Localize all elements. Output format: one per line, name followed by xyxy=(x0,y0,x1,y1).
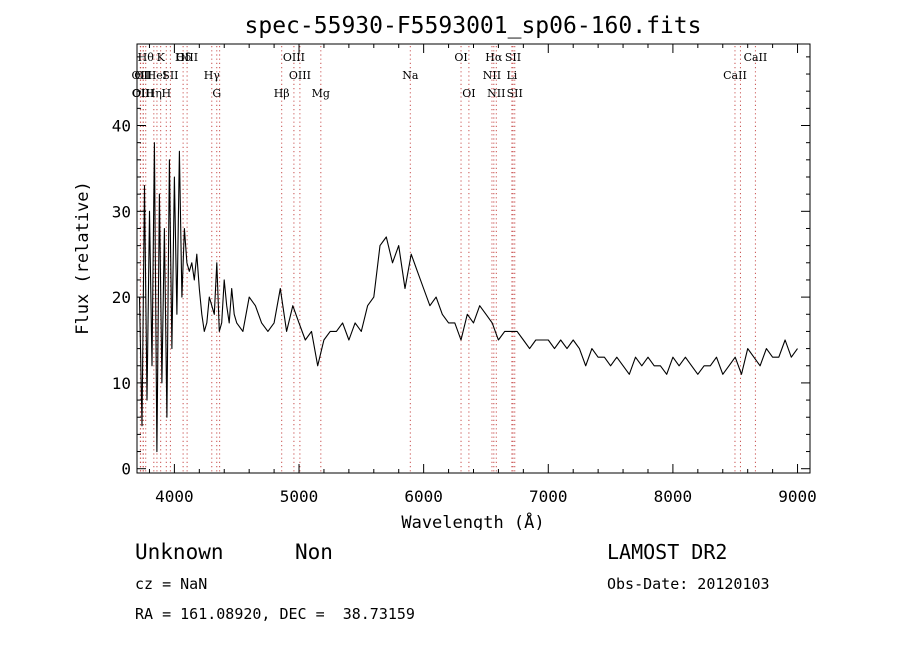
line-marker-label: OIII xyxy=(289,69,311,82)
line-marker-label: Hδ xyxy=(175,51,192,64)
line-marker-label: NII xyxy=(483,69,501,82)
chart-title: spec-55930-F5593001_sp06-160.fits xyxy=(245,13,702,39)
line-marker-label: Hγ xyxy=(204,69,221,82)
line-marker-label: OII xyxy=(132,69,150,82)
redshift-cz: cz = NaN xyxy=(135,575,208,593)
line-marker-label: Hθ xyxy=(138,51,155,64)
y-axis-ticks: 0 10 20 30 40 xyxy=(112,56,810,479)
line-marker-label: NII xyxy=(487,87,505,100)
line-marker-label: OIII xyxy=(132,87,154,100)
spectrum-chart: spec-55930-F5593001_sp06-160.fits OIIOII… xyxy=(73,13,817,533)
x-tick-label: 8000 xyxy=(654,487,693,506)
line-marker-label: SII xyxy=(507,87,523,100)
line-marker-label: CaII xyxy=(723,69,747,82)
x-tick-label: 6000 xyxy=(404,487,443,506)
line-marker-label: HeI xyxy=(147,69,167,82)
line-marker-label: CaII xyxy=(744,51,768,64)
plot-frame xyxy=(136,43,811,474)
x-tick-label: 5000 xyxy=(280,487,319,506)
line-marker-label: Hβ xyxy=(274,87,290,100)
line-marker-label: Li xyxy=(506,69,517,82)
line-marker-label: SII xyxy=(162,69,178,82)
line-marker-label: H xyxy=(161,87,171,100)
line-marker-label: Na xyxy=(402,69,419,82)
y-axis-label: Flux (relative) xyxy=(73,181,93,335)
line-marker-label: OI xyxy=(462,87,475,100)
object-class: Unknown xyxy=(135,540,224,564)
line-marker-label: OIII xyxy=(176,51,198,64)
line-marker-label: Hα xyxy=(485,51,503,64)
line-marker-label: Hη xyxy=(146,87,162,100)
coordinates: RA = 161.08920, DEC = 38.73159 xyxy=(135,605,415,623)
y-tick-label: 40 xyxy=(112,117,131,136)
line-marker-label: OII xyxy=(134,69,152,82)
x-axis-label: Wavelength (Å) xyxy=(401,511,544,530)
y-tick-label: 20 xyxy=(112,288,131,307)
line-marker-label: G xyxy=(212,87,221,100)
spectrum-line xyxy=(138,142,798,453)
line-marker-label: OI xyxy=(454,51,467,64)
line-marker-label: OIII xyxy=(283,51,305,64)
x-axis-ticks: 4000 5000 6000 7000 8000 9000 xyxy=(148,44,817,506)
survey-name: LAMOST DR2 xyxy=(607,540,728,564)
line-marker-label: Mg xyxy=(312,87,330,100)
line-marker-label: K xyxy=(157,51,166,64)
x-tick-label: 9000 xyxy=(778,487,817,506)
line-marker-label: SII xyxy=(505,51,521,64)
y-tick-label: 30 xyxy=(112,202,131,221)
obs-date: Obs-Date: 20120103 xyxy=(607,575,770,593)
line-markers xyxy=(139,46,756,473)
x-tick-label: 4000 xyxy=(155,487,194,506)
object-subclass: Non xyxy=(295,540,333,564)
line-marker-label: OII xyxy=(132,87,150,100)
y-tick-label: 0 xyxy=(121,460,131,479)
y-tick-label: 10 xyxy=(112,374,131,393)
x-tick-label: 7000 xyxy=(529,487,568,506)
